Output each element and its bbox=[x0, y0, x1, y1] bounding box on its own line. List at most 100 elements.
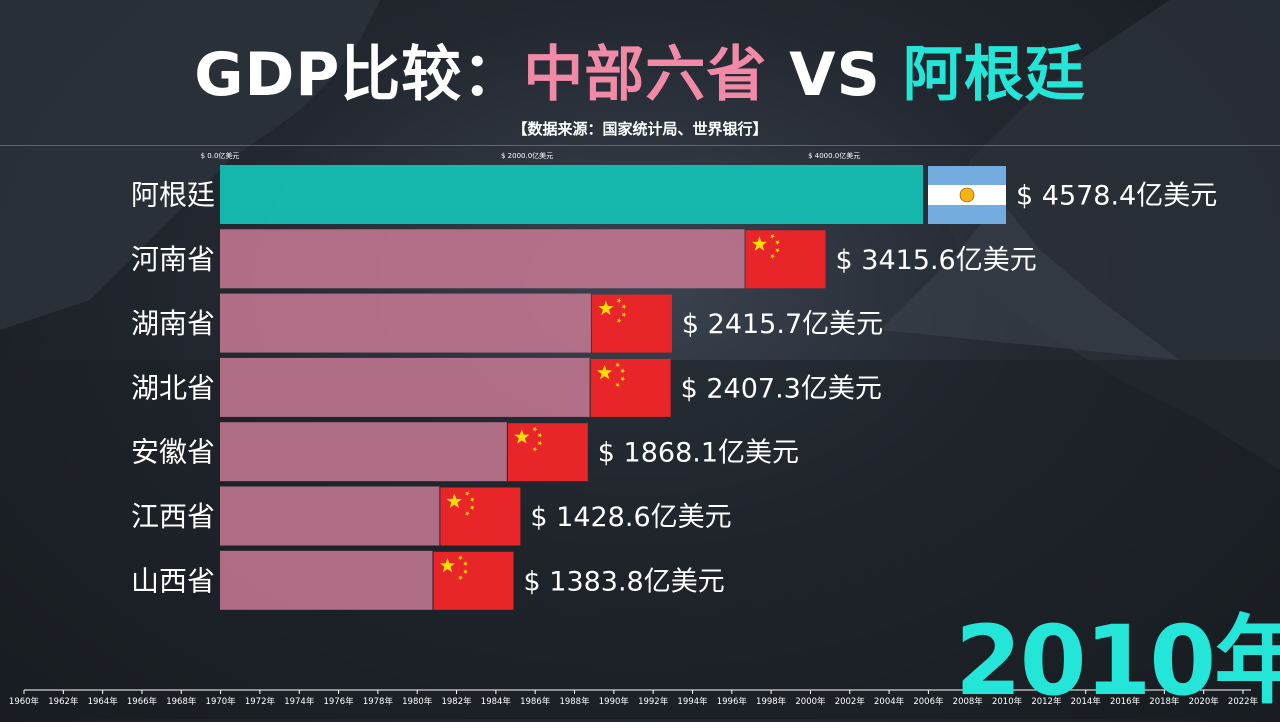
timeline-current-marker bbox=[1003, 684, 1012, 689]
flag-small-star bbox=[775, 239, 781, 245]
timeline-year-label: 1974年 bbox=[284, 696, 315, 707]
flag-small-star bbox=[770, 253, 776, 259]
flag-big-star bbox=[514, 429, 530, 444]
current-year: 2010年 bbox=[955, 605, 1280, 717]
flag-small-star bbox=[616, 298, 622, 304]
timeline-year-label: 2010年 bbox=[992, 696, 1023, 707]
flag-sun bbox=[959, 187, 975, 203]
bar-category-label: 安徽省 bbox=[131, 436, 215, 469]
flag-field bbox=[433, 551, 514, 610]
title-prefix: GDP比较： bbox=[194, 40, 524, 110]
timeline-year-label: 2014年 bbox=[1071, 696, 1102, 707]
timeline-year-label: 1998年 bbox=[756, 696, 787, 707]
timeline-year-label: 1966年 bbox=[127, 696, 158, 707]
flag-small-star bbox=[621, 312, 627, 318]
flag-small-star bbox=[470, 505, 475, 511]
flag-small-star bbox=[532, 446, 538, 452]
timeline-year-label: 2018年 bbox=[1149, 696, 1180, 707]
bar-row: 湖南省 $ 2415.7亿美元 bbox=[131, 293, 883, 353]
bar-row: 湖北省 $ 2407.3亿美元 bbox=[131, 357, 882, 417]
bar bbox=[220, 422, 507, 482]
title-group: 中部六省 bbox=[523, 40, 768, 110]
flag-small-star bbox=[616, 318, 622, 324]
timeline-year-label: 1984年 bbox=[481, 696, 512, 707]
bar bbox=[220, 293, 591, 353]
timeline-year-label: 1978年 bbox=[363, 696, 394, 707]
bar-value-label: $ 1383.8亿美元 bbox=[524, 566, 725, 597]
timeline-year-label: 2022年 bbox=[1228, 696, 1259, 707]
bar bbox=[220, 550, 433, 610]
timeline-year-label: 1988年 bbox=[559, 696, 590, 707]
bar-row: 江西省 $ 1428.6亿美元 bbox=[131, 486, 732, 546]
timeline-year-label: 1990年 bbox=[599, 696, 630, 707]
bar-value-label: $ 2415.7亿美元 bbox=[682, 309, 883, 340]
timeline-year-label: 2004年 bbox=[874, 696, 905, 707]
timeline-year-label: 2012年 bbox=[1031, 696, 1062, 707]
flag-field bbox=[507, 423, 588, 482]
bar-row: 河南省 $ 3415.6亿美元 bbox=[131, 229, 1037, 289]
flag-small-star bbox=[465, 511, 470, 517]
data-source: 【数据来源：国家统计局、世界银行】 bbox=[512, 120, 768, 138]
flag-field bbox=[745, 230, 826, 289]
flag-small-star bbox=[463, 561, 469, 567]
flag-big-star bbox=[751, 236, 768, 251]
bar bbox=[220, 229, 745, 289]
timeline-year-label: 1994年 bbox=[677, 696, 708, 707]
flag-small-star bbox=[615, 382, 621, 388]
bar-row: 安徽省 $ 1868.1亿美元 bbox=[131, 422, 799, 482]
bar-row: 山西省 $ 1383.8亿美元 bbox=[131, 550, 725, 610]
title-vs: VS bbox=[767, 40, 903, 110]
flag-small-star bbox=[458, 555, 464, 561]
flag-small-star bbox=[458, 575, 464, 581]
flag-small-star bbox=[620, 368, 626, 374]
flag-big-star bbox=[439, 557, 456, 573]
timeline-year-label: 1982年 bbox=[441, 696, 472, 707]
timeline-year-label: 1980年 bbox=[402, 696, 433, 707]
bar-category-label: 山西省 bbox=[131, 564, 215, 597]
bar-value-label: $ 3415.6亿美元 bbox=[836, 245, 1037, 276]
x-axis-tick-label: $ 2000.0亿美元 bbox=[501, 151, 553, 160]
timeline-year-label: 1960年 bbox=[9, 696, 40, 707]
bar-value-label: $ 1428.6亿美元 bbox=[530, 502, 731, 533]
flag-small-star bbox=[621, 304, 627, 310]
bar-category-label: 江西省 bbox=[131, 500, 215, 533]
timeline-year-label: 2016年 bbox=[1110, 696, 1141, 707]
flag-small-star bbox=[463, 569, 469, 575]
x-axis-tick-label: $ 0.0亿美元 bbox=[201, 151, 240, 160]
timeline-year-label: 2008年 bbox=[953, 696, 984, 707]
flag-small-star bbox=[770, 233, 776, 239]
bar-value-label: $ 2407.3亿美元 bbox=[681, 373, 882, 404]
flag-field bbox=[591, 294, 672, 353]
flag-big-star bbox=[598, 300, 614, 316]
timeline-year-label: 2002年 bbox=[835, 696, 866, 707]
timeline-year-label: 1976年 bbox=[324, 696, 355, 707]
bar-category-label: 阿根廷 bbox=[131, 179, 215, 212]
flag-field bbox=[590, 358, 671, 417]
flag-field bbox=[440, 487, 521, 546]
bar-category-label: 湖北省 bbox=[131, 371, 215, 404]
bar-category-label: 湖南省 bbox=[131, 307, 215, 340]
timeline-year-label: 1972年 bbox=[245, 696, 276, 707]
title-divider bbox=[0, 145, 1280, 146]
timeline-year-label: 1968年 bbox=[166, 696, 197, 707]
timeline-year-label: 1964年 bbox=[88, 696, 119, 707]
timeline-year-label: 1970年 bbox=[206, 696, 237, 707]
flag-big-star bbox=[597, 364, 613, 380]
flag-small-star bbox=[615, 362, 621, 368]
timeline-year-label: 1992年 bbox=[638, 696, 669, 707]
flag-small-star bbox=[470, 497, 475, 503]
bar-row: 阿根廷 $ 4578.4亿美元 bbox=[131, 165, 1217, 224]
timeline-year-label: 1996年 bbox=[717, 696, 748, 707]
bar bbox=[220, 486, 440, 546]
flag-small-star bbox=[465, 491, 470, 497]
flag-small-star bbox=[620, 376, 626, 382]
x-axis-tick-label: $ 4000.0亿美元 bbox=[808, 151, 860, 160]
timeline-year-label: 2000年 bbox=[795, 696, 826, 707]
timeline-year-label: 1986年 bbox=[520, 696, 551, 707]
flag-top-band bbox=[928, 166, 1006, 185]
timeline-year-label: 2006年 bbox=[913, 696, 944, 707]
flag-bottom-band bbox=[928, 205, 1006, 224]
flag-small-star bbox=[537, 432, 543, 438]
bar bbox=[220, 357, 590, 417]
